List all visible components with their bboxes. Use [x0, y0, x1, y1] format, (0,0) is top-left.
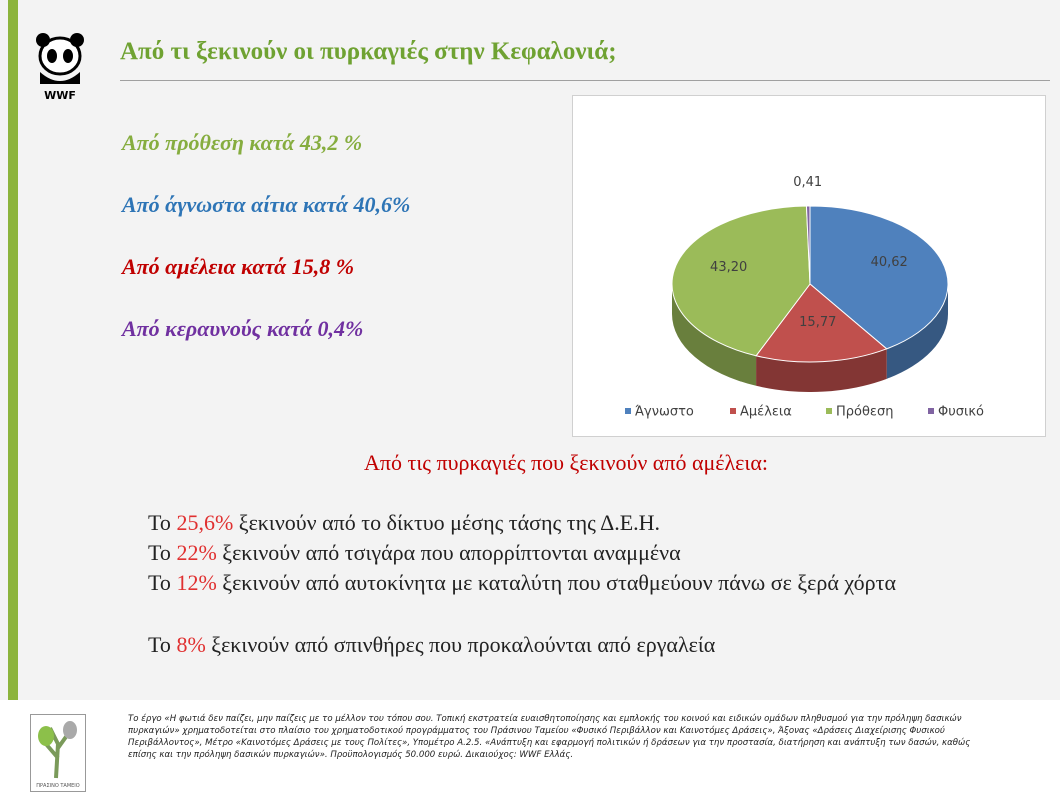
data-label: 0,41 — [793, 175, 822, 190]
title: Από τι ξεκινούν οι πυρκαγιές στην Κεφαλο… — [120, 38, 617, 65]
footer: ΠΡΑΣΙΝΟ ΤΑΜΕΙΟ Το έργο «Η φωτιά δεν παίζ… — [0, 700, 1060, 794]
footer-line: πυρκαγιών» χρηματοδοτείται στο πλαίσιο τ… — [128, 726, 945, 736]
line-text: ξεκινούν από τσιγάρα που απορρίπτονται α… — [216, 540, 681, 565]
leaf — [38, 726, 54, 746]
logo-caption: ΠΡΑΣΙΝΟ ΤΑΜΕΙΟ — [36, 783, 80, 789]
legend-swatch — [730, 408, 736, 414]
line-percent: 12% — [176, 570, 217, 595]
legend-label: Πρόθεση — [836, 405, 893, 420]
negligence-heading: Από τις πυρκαγιές που ξεκινούν από αμέλε… — [364, 450, 768, 475]
line-text: ξεκινούν από αυτοκίνητα με καταλύτη που … — [216, 570, 897, 595]
line-percent: 22% — [176, 540, 217, 565]
legend-swatch — [928, 408, 934, 414]
highlight: Από κεραυνούς κατά 0,4% — [122, 316, 364, 341]
title-rule — [120, 80, 1050, 81]
pie-side — [886, 284, 948, 379]
data-label: 15,77 — [799, 315, 836, 330]
negligence-line: Το 22% ξεκινούν από τσιγάρα που απορρίπτ… — [148, 538, 1038, 568]
highlight: Από αμέλεια κατά 15,8 % — [122, 254, 355, 279]
legend-label: Φυσικό — [938, 405, 984, 420]
line-percent: 25,6% — [176, 510, 234, 535]
line-text: ξεκινούν από το δίκτυο μέσης τάσης της Δ… — [233, 510, 661, 535]
negligence-line: Το 12% ξεκινούν από αυτοκίνητα με καταλύ… — [148, 568, 1038, 598]
negligence-line: Το 8% ξεκινούν από σπινθήρες που προκαλο… — [148, 630, 1038, 660]
pie-side — [756, 348, 887, 392]
highlight: Από πρόθεση κατά 43,2 % — [122, 130, 363, 155]
legend-label: Άγνωστο — [635, 405, 694, 420]
line-text: Το — [148, 570, 177, 595]
line-text: Το — [148, 632, 177, 657]
negligence-line: Το 25,6% ξεκινούν από το δίκτυο μέσης τά… — [148, 508, 1038, 538]
pie-slice — [671, 205, 811, 357]
panda-head — [38, 36, 82, 76]
legend-label: Αμέλεια — [740, 405, 792, 420]
chart-box: 40,62 15,77 43,20 0,41 Άγνωστο Αμέλεια Πρόθεση… — [572, 95, 1046, 437]
line-text: ξεκινούν από σπινθήρες που προκαλούνται … — [205, 632, 716, 657]
panda-eye — [47, 49, 57, 63]
legend-swatch — [826, 408, 832, 414]
chart: 40,62 15,77 43,20 0,41 Άγνωστο Αμέλεια Πρόθεση… — [625, 175, 984, 420]
panda-ear — [36, 33, 50, 47]
panda-body — [40, 72, 80, 84]
green-fund-logo: ΠΡΑΣΙΝΟ ΤΑΜΕΙΟ — [30, 714, 86, 792]
leaf — [63, 721, 77, 739]
pie-slice — [755, 283, 888, 363]
footer-line: Το έργο «Η φωτιά δεν παίζει, μην παίζεις… — [128, 714, 962, 724]
panda-ear — [70, 33, 84, 47]
line-percent: 8% — [176, 632, 206, 657]
pie-side — [672, 284, 757, 386]
panda-eye — [63, 49, 73, 63]
footer-line: επίσης και την πρόληψη δασικών πυρκαγιών… — [128, 750, 574, 760]
data-label: 40,62 — [871, 255, 908, 270]
data-label: 43,20 — [710, 260, 747, 275]
footer-line: Περιβάλλοντος», Μέτρο «Καινοτόμες Δράσει… — [128, 738, 971, 748]
accent-bar — [8, 0, 18, 700]
legend-swatch — [625, 408, 631, 414]
line-text: Το — [148, 510, 177, 535]
pie-slice — [805, 205, 811, 285]
highlight: Από άγνωστα αίτια κατά 40,6% — [122, 192, 411, 217]
line-text: Το — [148, 540, 177, 565]
wwf-logo: WWF — [36, 33, 84, 102]
logo-text: WWF — [44, 89, 76, 102]
